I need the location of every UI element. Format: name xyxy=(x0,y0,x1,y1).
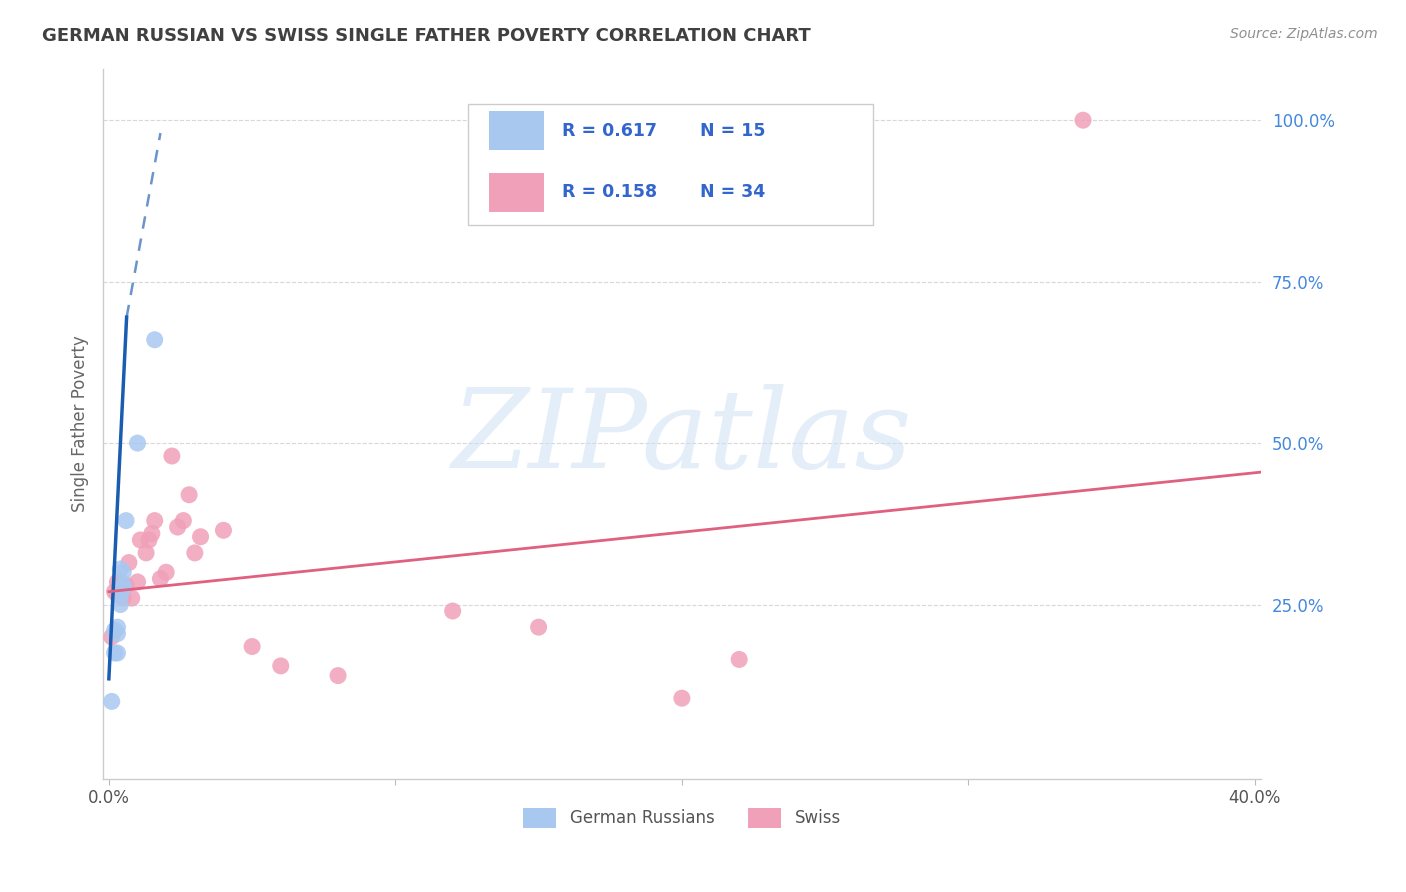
Point xyxy=(527,620,550,634)
Point xyxy=(115,514,138,528)
Point xyxy=(104,646,127,660)
Point xyxy=(104,584,127,599)
Point xyxy=(100,694,122,708)
Point xyxy=(100,630,122,644)
FancyBboxPatch shape xyxy=(488,173,544,212)
Point xyxy=(121,591,143,606)
Text: Source: ZipAtlas.com: Source: ZipAtlas.com xyxy=(1230,27,1378,41)
Point xyxy=(107,626,129,640)
Y-axis label: Single Father Poverty: Single Father Poverty xyxy=(72,335,89,512)
Point xyxy=(326,668,349,682)
Point xyxy=(127,574,149,589)
Point xyxy=(110,588,132,602)
Point xyxy=(155,566,177,580)
Point xyxy=(160,449,183,463)
Point xyxy=(166,520,188,534)
Legend: German Russians, Swiss: German Russians, Swiss xyxy=(516,801,848,835)
Text: R = 0.158: R = 0.158 xyxy=(561,184,657,202)
Point xyxy=(110,598,132,612)
Point xyxy=(190,530,212,544)
Point xyxy=(135,546,157,560)
Text: R = 0.617: R = 0.617 xyxy=(561,121,657,140)
Point xyxy=(107,574,129,589)
Point xyxy=(671,691,693,706)
Text: N = 34: N = 34 xyxy=(700,184,766,202)
Point xyxy=(104,624,127,638)
Point xyxy=(118,556,141,570)
Point xyxy=(112,578,135,592)
Point xyxy=(143,333,166,347)
Point xyxy=(149,572,172,586)
Point xyxy=(172,514,194,528)
Point xyxy=(107,620,129,634)
Point xyxy=(441,604,464,618)
Point xyxy=(112,582,135,596)
Point xyxy=(240,640,263,654)
Text: GERMAN RUSSIAN VS SWISS SINGLE FATHER POVERTY CORRELATION CHART: GERMAN RUSSIAN VS SWISS SINGLE FATHER PO… xyxy=(42,27,811,45)
Point xyxy=(110,588,132,602)
Point xyxy=(1071,113,1094,128)
Point xyxy=(129,533,152,547)
Point xyxy=(107,646,129,660)
Point xyxy=(141,526,163,541)
FancyBboxPatch shape xyxy=(488,112,544,150)
Point xyxy=(110,562,132,576)
Point xyxy=(270,659,292,673)
Point xyxy=(177,488,200,502)
Point xyxy=(127,436,149,450)
Point xyxy=(184,546,207,560)
Point xyxy=(138,533,160,547)
Text: N = 15: N = 15 xyxy=(700,121,766,140)
Point xyxy=(107,588,129,602)
Point xyxy=(112,566,135,580)
FancyBboxPatch shape xyxy=(468,104,873,225)
Point xyxy=(143,514,166,528)
Point xyxy=(112,582,135,596)
Point xyxy=(212,523,235,537)
Point xyxy=(112,591,135,606)
Point xyxy=(115,578,138,592)
Point xyxy=(728,652,751,666)
Text: ZIPatlas: ZIPatlas xyxy=(451,384,912,491)
Point xyxy=(110,574,132,589)
